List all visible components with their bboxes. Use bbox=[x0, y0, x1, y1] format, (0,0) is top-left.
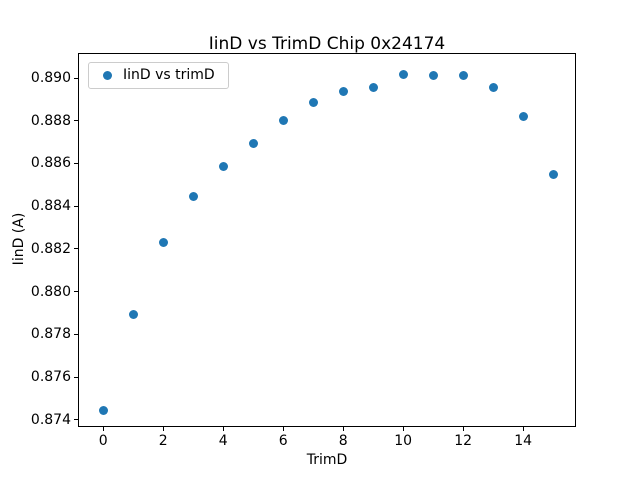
y-tick-label: 0.884 bbox=[30, 198, 71, 215]
y-tick-mark bbox=[74, 376, 78, 378]
y-tick-label: 0.880 bbox=[30, 283, 71, 300]
y-tick-label: 0.888 bbox=[30, 112, 71, 129]
y-tick-label: 0.886 bbox=[30, 155, 71, 172]
y-tick-mark bbox=[74, 291, 78, 293]
y-tick-mark bbox=[74, 77, 78, 79]
y-tick-label: 0.890 bbox=[30, 70, 71, 86]
chart-title: IinD vs TrimD Chip 0x24174 bbox=[208, 34, 446, 54]
y-tick-mark bbox=[74, 162, 78, 164]
scatter-point bbox=[188, 192, 198, 202]
x-tick-label: 8 bbox=[338, 433, 348, 449]
legend-marker-icon bbox=[103, 71, 112, 80]
x-tick-mark bbox=[222, 427, 224, 431]
x-tick-label: 10 bbox=[394, 433, 413, 449]
x-tick-mark bbox=[162, 427, 164, 431]
x-tick-mark bbox=[522, 427, 524, 431]
scatter-point bbox=[218, 162, 228, 172]
y-tick-mark bbox=[74, 248, 78, 250]
x-tick-label: 4 bbox=[218, 433, 228, 449]
legend: IinD vs trimD bbox=[88, 62, 229, 89]
y-tick-mark bbox=[74, 419, 78, 421]
scatter-point bbox=[308, 98, 318, 108]
y-tick-mark bbox=[74, 120, 78, 122]
y-tick-mark bbox=[74, 205, 78, 207]
x-tick-label: 0 bbox=[98, 433, 108, 449]
plot-area bbox=[78, 53, 576, 427]
x-tick-mark bbox=[282, 427, 284, 431]
x-tick-mark bbox=[102, 427, 104, 431]
scatter-point bbox=[158, 238, 168, 248]
x-tick-mark bbox=[462, 427, 464, 431]
y-tick-mark bbox=[74, 333, 78, 335]
scatter-point bbox=[518, 111, 528, 121]
scatter-point bbox=[128, 309, 138, 319]
scatter-point bbox=[338, 87, 348, 97]
legend-label: IinD vs trimD bbox=[123, 67, 215, 83]
x-tick-label: 6 bbox=[278, 433, 288, 449]
scatter-point bbox=[368, 83, 378, 93]
x-tick-label: 14 bbox=[514, 433, 533, 449]
y-tick-label: 0.876 bbox=[30, 369, 71, 386]
x-tick-mark bbox=[402, 427, 404, 431]
scatter-point bbox=[248, 138, 258, 148]
scatter-point bbox=[548, 169, 558, 179]
x-tick-label: 2 bbox=[158, 433, 168, 449]
scatter-point bbox=[98, 405, 108, 415]
x-axis-label: TrimD bbox=[306, 452, 348, 468]
scatter-point bbox=[398, 69, 408, 79]
y-tick-label: 0.882 bbox=[30, 240, 71, 257]
scatter-point bbox=[458, 71, 468, 81]
x-tick-mark bbox=[342, 427, 344, 431]
y-tick-label: 0.874 bbox=[30, 411, 71, 428]
scatter-point bbox=[488, 83, 498, 93]
y-tick-label: 0.878 bbox=[30, 326, 71, 343]
scatter-point bbox=[428, 70, 438, 80]
x-tick-label: 12 bbox=[454, 433, 473, 449]
scatter-point bbox=[278, 116, 288, 126]
